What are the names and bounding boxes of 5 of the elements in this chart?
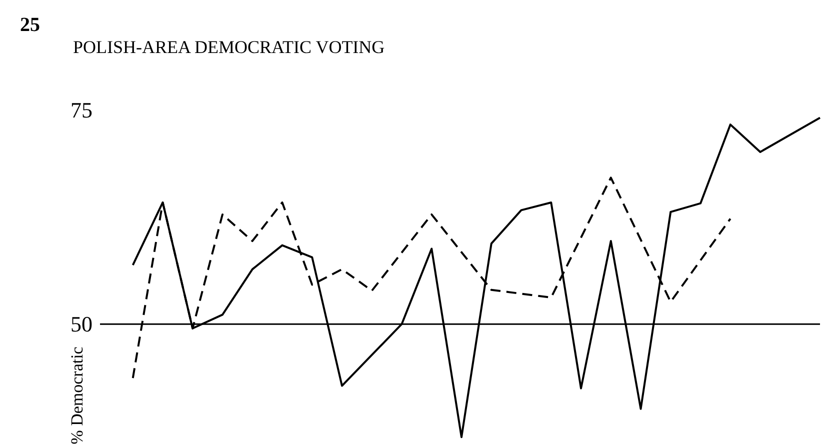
y-tick-label: 50	[70, 312, 92, 337]
y-axis-title: % Democratic	[68, 346, 86, 444]
chart-title: POLISH-AREA DEMOCRATIC VOTING	[73, 37, 385, 57]
text: 25	[20, 14, 40, 37]
y-tick-label: 75	[70, 98, 92, 122]
